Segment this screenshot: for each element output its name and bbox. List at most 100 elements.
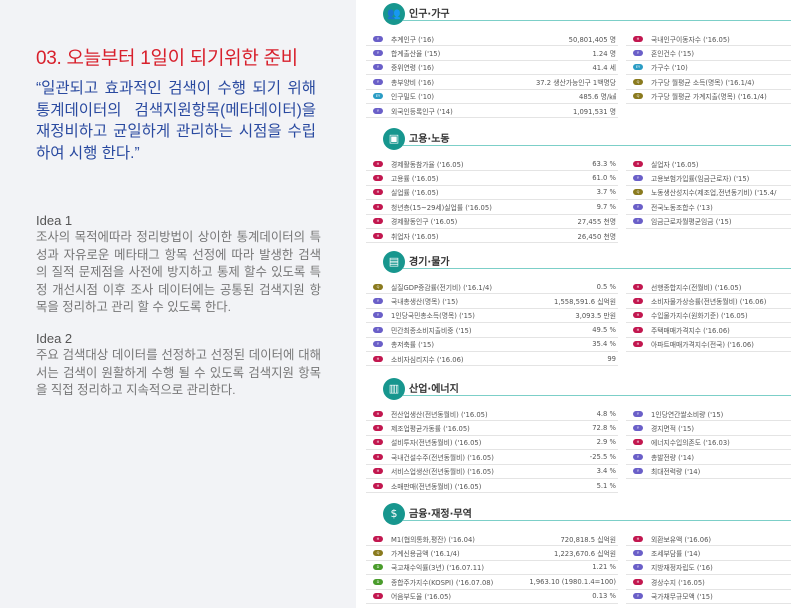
indicator-row[interactable]: Y 지방재정자립도 ('16) — [626, 561, 791, 576]
indicator-row[interactable]: H 소비자물가상승률(전년동월비) ('16.06) — [626, 294, 791, 309]
indicator-row[interactable]: H 수입물가지수(원화기준) ('16.05) — [626, 309, 791, 324]
indicator-row[interactable]: H 주택매매가격지수 ('16.06) — [626, 323, 791, 338]
indicator-name[interactable]: 외국인등록인구 ('14) — [391, 107, 453, 116]
indicator-row[interactable]: Y 국내총생산(명목) ('15) 1,558,591.6 십억원 — [366, 294, 618, 309]
indicator-row[interactable]: H 실업자 ('16.05) — [626, 157, 791, 172]
indicator-row[interactable]: Y 고용보험가입률(임금근로자) ('15) — [626, 171, 791, 186]
indicator-row[interactable]: H 경제활동인구 ('16.05) 27,455 천명 — [366, 215, 618, 229]
indicator-row[interactable]: Q 가구당 월평균 가계지출(명목) ('16.1/4) — [626, 90, 791, 104]
indicator-name[interactable]: 경제활동참가율 ('16.05) — [391, 160, 464, 169]
indicator-name[interactable]: 실질GDP증감률(전기비) ('16.1/4) — [391, 283, 493, 292]
indicator-row[interactable]: H 소비자심리지수 ('16.06) 99 — [366, 352, 618, 367]
indicator-name[interactable]: 지방재정자립도 ('16) — [651, 564, 713, 573]
indicator-name[interactable]: 서비스업생산(전년동월비) ('16.05) — [391, 468, 494, 477]
indicator-row[interactable]: H 국내인구이동자수 ('16.05) — [626, 32, 791, 47]
indicator-row[interactable]: Y 중위연령 ('16) 41.4 세 — [366, 61, 618, 76]
indicator-name[interactable]: 설비투자(전년동월비) ('16.05) — [391, 439, 482, 448]
indicator-name[interactable]: 취업자 ('16.05) — [391, 232, 439, 241]
indicator-name[interactable]: 경상수지 ('16.05) — [651, 578, 705, 587]
indicator-row[interactable]: Q 가계신용금액 ('16.1/4) 1,223,670.6 십억원 — [366, 546, 618, 561]
indicator-name[interactable]: 1인당연간쌀소비량 ('15) — [651, 410, 724, 419]
indicator-row[interactable]: Y 총부양비 ('16) 37.2 생산가능인구 1백명당 — [366, 75, 618, 90]
indicator-name[interactable]: 임금근로자월평균임금 ('15) — [651, 218, 732, 227]
indicator-name[interactable]: M1(협의통화,평잔) ('16.04) — [391, 535, 475, 544]
indicator-name[interactable]: 종합주가지수(KOSPI) ('16.07.08) — [391, 578, 494, 587]
indicator-row[interactable]: Q 가구당 월평균 소득(명목) ('16.1/4) — [626, 75, 791, 90]
indicator-row[interactable]: Y 외국인등록인구 ('14) 1,091,531 명 — [366, 104, 618, 119]
indicator-row[interactable]: Y 민간최종소비지출비중 ('15) 49.5 % — [366, 323, 618, 338]
indicator-row[interactable]: H 에너지수입의존도 ('16.03) — [626, 436, 791, 451]
indicator-row[interactable]: Y 합계출산율 ('15) 1.24 명 — [366, 46, 618, 61]
indicator-row[interactable]: Y 국가채무규모액 ('15) — [626, 590, 791, 604]
indicator-name[interactable]: 고용보험가입률(임금근로자) ('15) — [651, 175, 750, 184]
indicator-name[interactable]: 국고채수익률(3년) ('16.07.11) — [391, 564, 484, 573]
indicator-name[interactable]: 총부양비 ('16) — [391, 78, 434, 87]
indicator-name[interactable]: 국가채무규모액 ('15) — [651, 593, 713, 602]
indicator-name[interactable]: 선행종합지수(전월비) ('16.05) — [651, 283, 742, 292]
indicator-name[interactable]: 1인당국민총소득(명목) ('15) — [391, 312, 475, 321]
indicator-row[interactable]: Y 혼인건수 ('15) — [626, 46, 791, 61]
indicator-row[interactable]: H 소매판매(전년동월비) ('16.05) 5.1 % — [366, 479, 618, 494]
indicator-name[interactable]: 전국노동조합수 ('13) — [651, 203, 713, 212]
indicator-row[interactable]: Q 실질GDP증감률(전기비) ('16.1/4) 0.5 % — [366, 280, 618, 295]
indicator-name[interactable]: 국내총생산(명목) ('15) — [391, 298, 459, 307]
indicator-row[interactable]: Y 1인당국민총소득(명목) ('15) 3,093.5 만원 — [366, 309, 618, 324]
indicator-row[interactable]: Y 최대전력량 ('14) — [626, 465, 791, 479]
indicator-row[interactable]: Y 1인당연간쌀소비량 ('15) — [626, 407, 791, 422]
indicator-row[interactable]: Q 노동생산성지수(제조업,전년동기비) ('15.4/ — [626, 186, 791, 201]
indicator-name[interactable]: 소비자물가상승률(전년동월비) ('16.06) — [651, 298, 767, 307]
indicator-row[interactable]: H 선행종합지수(전월비) ('16.05) — [626, 280, 791, 295]
indicator-name[interactable]: 최대전력량 ('14) — [651, 468, 701, 477]
indicator-name[interactable]: 주택매매가격지수 ('16.06) — [651, 326, 730, 335]
indicator-row[interactable]: Y 조세부담률 ('14) — [626, 546, 791, 561]
indicator-name[interactable]: 실업자 ('16.05) — [651, 160, 699, 169]
indicator-name[interactable]: 경제활동인구 ('16.05) — [391, 218, 458, 227]
indicator-name[interactable]: 외환보유액 ('16.06) — [651, 535, 712, 544]
indicator-name[interactable]: 중위연령 ('16) — [391, 64, 434, 73]
indicator-name[interactable]: 에너지수입의존도 ('16.03) — [651, 439, 730, 448]
section-title[interactable]: 금융·재정·무역 — [409, 509, 472, 520]
indicator-name[interactable]: 총발전량 ('14) — [651, 453, 694, 462]
indicator-row[interactable]: H 경제활동참가율 ('16.05) 63.3 % — [366, 157, 618, 172]
indicator-name[interactable]: 민간최종소비지출비중 ('15) — [391, 326, 472, 335]
indicator-name[interactable]: 인구밀도 ('10) — [391, 93, 434, 102]
section-title[interactable]: 고용·노동 — [409, 134, 450, 145]
section-title[interactable]: 인구·가구 — [409, 9, 450, 20]
section-title[interactable]: 경기·물가 — [409, 257, 450, 268]
indicator-row[interactable]: EY 인구밀도 ('10) 485.6 명/㎢ — [366, 90, 618, 104]
indicator-row[interactable]: H 경상수지 ('16.05) — [626, 575, 791, 590]
indicator-name[interactable]: 실업률 ('16.05) — [391, 189, 439, 198]
indicator-name[interactable]: 국내인구이동자수 ('16.05) — [651, 35, 730, 44]
indicator-name[interactable]: 어음부도율 ('16.05) — [391, 593, 452, 602]
indicator-row[interactable]: Y 추계인구 ('16) 50,801,405 명 — [366, 32, 618, 47]
indicator-row[interactable]: Y 임금근로자월평균임금 ('15) — [626, 215, 791, 229]
indicator-row[interactable]: H 고용률 ('16.05) 61.0 % — [366, 171, 618, 186]
section-title[interactable]: 산업·에너지 — [409, 384, 459, 395]
indicator-name[interactable]: 가구당 월평균 가계지출(명목) ('16.1/4) — [651, 93, 767, 102]
indicator-row[interactable]: H 서비스업생산(전년동월비) ('16.05) 3.4 % — [366, 465, 618, 479]
indicator-name[interactable]: 소비자심리지수 ('16.06) — [391, 355, 464, 364]
indicator-name[interactable]: 아파트매매가격지수(전국) ('16.06) — [651, 341, 754, 350]
indicator-row[interactable]: H 설비투자(전년동월비) ('16.05) 2.9 % — [366, 436, 618, 451]
indicator-row[interactable]: D 국고채수익률(3년) ('16.07.11) 1.21 % — [366, 561, 618, 576]
indicator-row[interactable]: H 제조업평균가동률 ('16.05) 72.8 % — [366, 421, 618, 436]
indicator-row[interactable]: D 종합주가지수(KOSPI) ('16.07.08) 1,963.10 (19… — [366, 575, 618, 590]
indicator-name[interactable]: 가계신용금액 ('16.1/4) — [391, 550, 460, 559]
indicator-name[interactable]: 총저축률 ('15) — [391, 341, 434, 350]
indicator-row[interactable]: Y 총저축률 ('15) 35.4 % — [366, 338, 618, 352]
indicator-row[interactable]: Y 총발전량 ('14) — [626, 450, 791, 465]
indicator-row[interactable]: H 아파트매매가격지수(전국) ('16.06) — [626, 338, 791, 352]
indicator-name[interactable]: 제조업평균가동률 ('16.05) — [391, 425, 470, 434]
indicator-row[interactable]: H M1(협의통화,평잔) ('16.04) 720,818.5 십억원 — [366, 532, 618, 547]
indicator-row[interactable]: H 실업률 ('16.05) 3.7 % — [366, 186, 618, 201]
indicator-name[interactable]: 소매판매(전년동월비) ('16.05) — [391, 482, 482, 491]
indicator-name[interactable]: 추계인구 ('16) — [391, 35, 434, 44]
indicator-name[interactable]: 청년층(15~29세)실업률 ('16.05) — [391, 203, 492, 212]
indicator-row[interactable]: H 국내건설수주(전년동월비) ('16.05) -25.5 % — [366, 450, 618, 465]
indicator-name[interactable]: 가구수 ('10) — [651, 64, 688, 73]
indicator-name[interactable]: 합계출산율 ('15) — [391, 50, 441, 59]
indicator-name[interactable]: 조세부담률 ('14) — [651, 550, 701, 559]
indicator-row[interactable]: EY 가구수 ('10) — [626, 61, 791, 76]
indicator-name[interactable]: 노동생산성지수(제조업,전년동기비) ('15.4/ — [651, 189, 777, 198]
indicator-row[interactable]: H 외환보유액 ('16.06) — [626, 532, 791, 547]
